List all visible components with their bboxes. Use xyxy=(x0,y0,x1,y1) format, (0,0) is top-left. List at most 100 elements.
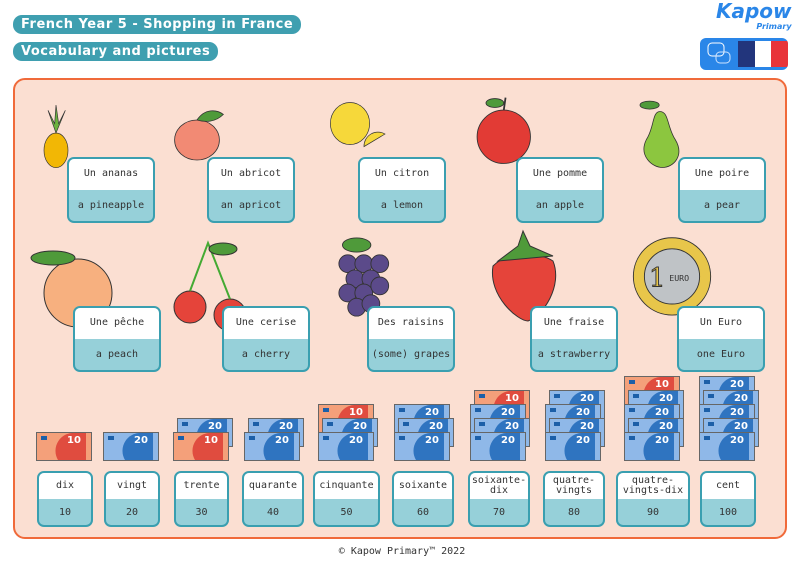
number-value: 40 xyxy=(266,506,280,518)
euro-note-20: 20 xyxy=(545,432,601,461)
french-number: quatre-vingts xyxy=(545,473,603,499)
svg-text:10: 10 xyxy=(67,435,81,446)
english-word: an apple xyxy=(535,200,585,211)
svg-text:20: 20 xyxy=(349,435,363,446)
number-value: 60 xyxy=(416,506,430,518)
number-card: trente 30 xyxy=(174,471,229,527)
speech-bubbles-icon xyxy=(707,42,731,64)
number-card: vingt 20 xyxy=(104,471,160,527)
euro-note-20: 20 xyxy=(394,432,450,461)
euro-note-20: 20 xyxy=(470,432,526,461)
english-word: a pineapple xyxy=(77,200,145,211)
french-word: Une cerise xyxy=(224,308,308,339)
vocab-card: Une pomme an apple xyxy=(516,157,604,223)
page-subtitle: Vocabulary and pictures xyxy=(13,42,219,61)
svg-text:20: 20 xyxy=(734,421,748,432)
svg-text:1: 1 xyxy=(649,264,665,294)
svg-text:20: 20 xyxy=(576,407,590,418)
svg-text:20: 20 xyxy=(279,421,293,432)
number-value: 50 xyxy=(340,506,353,518)
kapow-logo: Kapow Primary xyxy=(716,0,792,31)
svg-text:20: 20 xyxy=(501,435,515,446)
vocab-card: Une pêche a peach xyxy=(73,306,161,372)
english-word: (some) grapes xyxy=(371,349,451,360)
apple-picture xyxy=(470,90,550,180)
svg-text:20: 20 xyxy=(134,435,148,446)
french-word: Une pomme xyxy=(518,159,602,190)
french-word: Un citron xyxy=(360,159,444,190)
number-value: 100 xyxy=(718,506,738,518)
french-number: quarante xyxy=(244,473,302,499)
english-word: a pear xyxy=(703,200,741,211)
logo-brand: Kapow xyxy=(716,0,792,23)
french-number: cent xyxy=(702,473,754,499)
svg-text:20: 20 xyxy=(659,393,673,404)
number-card: quatre-vingts 80 xyxy=(543,471,605,527)
svg-text:20: 20 xyxy=(655,435,669,446)
french-number: soixante-dix xyxy=(470,473,528,499)
vocab-card: Une fraise a strawberry xyxy=(530,306,618,372)
euro-note-10: 10 xyxy=(36,432,92,461)
page-title: French Year 5 - Shopping in France xyxy=(13,15,302,34)
french-word: Un Euro xyxy=(679,308,763,339)
svg-text:20: 20 xyxy=(505,421,519,432)
svg-text:10: 10 xyxy=(204,435,218,446)
number-value: 80 xyxy=(567,506,581,518)
number-value: 10 xyxy=(58,506,72,518)
svg-text:20: 20 xyxy=(655,407,669,418)
french-word: Des raisins xyxy=(369,308,453,339)
english-word: a strawberry xyxy=(537,349,611,360)
svg-text:20: 20 xyxy=(730,435,744,446)
number-card: soixante-dix 70 xyxy=(468,471,530,527)
svg-text:20: 20 xyxy=(353,421,367,432)
euro-note-20: 20 xyxy=(103,432,159,461)
french-flag-icon xyxy=(738,41,788,67)
svg-text:20: 20 xyxy=(730,407,744,418)
svg-text:20: 20 xyxy=(580,393,594,404)
svg-text:20: 20 xyxy=(425,435,439,446)
french-number: vingt xyxy=(106,473,158,499)
apricot-picture xyxy=(165,100,245,180)
language-badge xyxy=(700,38,788,70)
svg-text:10: 10 xyxy=(349,407,363,418)
french-number: cinquante xyxy=(315,473,378,499)
svg-text:20: 20 xyxy=(734,393,748,404)
svg-text:20: 20 xyxy=(425,407,439,418)
euro-note-20: 20 xyxy=(317,432,374,461)
svg-text:20: 20 xyxy=(501,407,515,418)
svg-text:20: 20 xyxy=(730,379,744,390)
french-number: trente xyxy=(176,473,227,499)
english-word: a peach xyxy=(95,349,139,360)
number-card: cinquante 50 xyxy=(313,471,380,527)
french-number: dix xyxy=(39,473,91,499)
svg-text:20: 20 xyxy=(208,421,222,432)
euro-note-20: 20 xyxy=(699,432,755,461)
svg-text:10: 10 xyxy=(505,393,519,404)
vocab-card: Une poire a pear xyxy=(678,157,766,223)
number-card: quatre-vingts-dix 90 xyxy=(616,471,690,527)
vocab-card: Des raisins (some) grapes xyxy=(367,306,455,372)
pineapple-picture xyxy=(36,82,96,192)
number-value: 90 xyxy=(646,506,660,518)
english-word: a lemon xyxy=(380,200,424,211)
french-word: Une pêche xyxy=(75,308,159,339)
french-word: Un abricot xyxy=(209,159,293,190)
svg-text:EURO: EURO xyxy=(669,273,689,283)
vocab-card: Un citron a lemon xyxy=(358,157,446,223)
number-card: quarante 40 xyxy=(242,471,304,527)
lemon-picture xyxy=(312,92,402,162)
euro-coin-picture: 1 EURO xyxy=(626,235,718,327)
vocab-card: Un Euro one Euro xyxy=(677,306,765,372)
number-card: cent 100 xyxy=(700,471,756,527)
french-number: quatre-vingts-dix xyxy=(618,473,688,499)
svg-text:20: 20 xyxy=(576,435,590,446)
logo-sub: Primary xyxy=(756,22,792,31)
french-word: Une poire xyxy=(680,159,764,190)
english-word: one Euro xyxy=(696,349,746,360)
number-value: 70 xyxy=(492,506,506,518)
euro-note-20: 20 xyxy=(244,432,300,461)
number-value: 30 xyxy=(195,506,208,518)
svg-text:20: 20 xyxy=(580,421,594,432)
french-word: Un ananas xyxy=(69,159,153,190)
svg-text:20: 20 xyxy=(659,421,673,432)
